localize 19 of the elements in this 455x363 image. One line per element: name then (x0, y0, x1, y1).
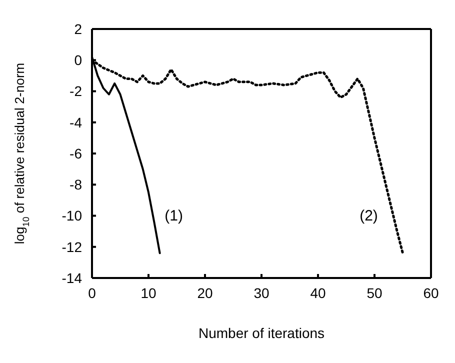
x-tick-label: 20 (197, 284, 213, 301)
x-tick-label: 30 (254, 284, 270, 301)
annotation: (2) (360, 207, 378, 224)
x-tick-label: 0 (88, 284, 96, 301)
x-tick-label: 40 (310, 284, 326, 301)
annotation: (1) (164, 207, 183, 224)
x-axis-title: Number of iterations (198, 325, 325, 341)
y-tick-label: -12 (62, 238, 82, 255)
y-tick-label: -10 (62, 208, 82, 224)
x-tick-label: 50 (366, 284, 382, 301)
x-tick-label: 60 (423, 284, 439, 301)
y-tick-label: -2 (70, 83, 82, 100)
y-tick-label: 2 (74, 20, 82, 37)
y-tick-label: 0 (74, 52, 82, 68)
y-tick-label: -14 (62, 270, 82, 286)
y-tick-label: -4 (70, 114, 82, 130)
y-tick-label: -6 (70, 145, 82, 162)
x-tick-label: 10 (140, 284, 156, 301)
y-tick-label: -8 (70, 176, 82, 193)
